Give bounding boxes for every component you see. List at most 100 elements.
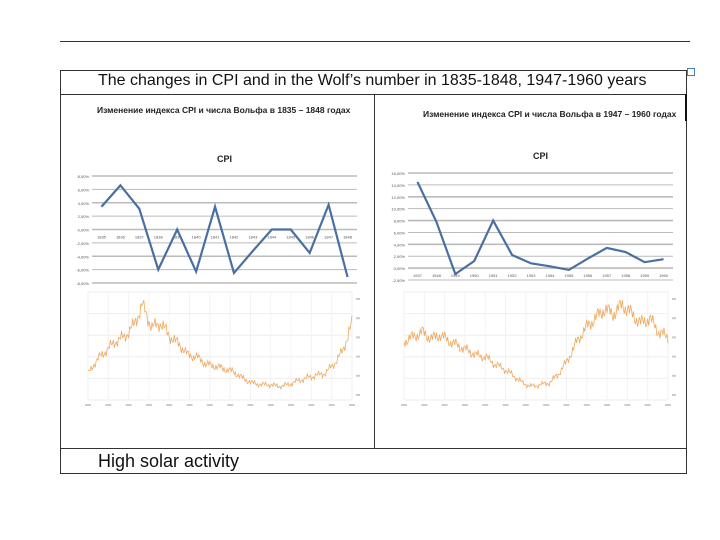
x-tick-label: 1947 bbox=[413, 273, 423, 278]
y-tick-label: 8,00% bbox=[394, 219, 406, 224]
header-title: The changes in CPI and in the Wolf’s num… bbox=[98, 72, 647, 89]
y-tick-label bbox=[356, 317, 360, 320]
y-tick-label: 4,00% bbox=[78, 201, 90, 206]
y-tick-label bbox=[356, 336, 360, 339]
x-tick-label: 1844 bbox=[267, 235, 277, 240]
x-tick-label bbox=[441, 404, 448, 406]
x-tick-label bbox=[247, 404, 254, 406]
y-tick-label: 10,00% bbox=[391, 207, 405, 212]
x-tick-label: 1847 bbox=[324, 235, 334, 240]
footer-text: High solar activity bbox=[98, 451, 240, 471]
y-tick-label bbox=[356, 394, 360, 396]
x-tick-label: 1954 bbox=[546, 273, 556, 278]
table-header-row: The changes in CPI and in the Wolf’s num… bbox=[61, 71, 686, 95]
x-tick-label: 1958 bbox=[621, 273, 631, 278]
x-tick-label bbox=[502, 404, 509, 406]
x-tick-label: 1845 bbox=[286, 235, 296, 240]
x-tick-label bbox=[85, 404, 91, 406]
x-tick-label: 1960 bbox=[659, 273, 669, 278]
x-tick-label bbox=[543, 404, 550, 406]
x-tick-label bbox=[563, 404, 570, 406]
top-rule bbox=[60, 41, 690, 42]
y-tick-label bbox=[356, 298, 360, 300]
x-tick-label: 1837 bbox=[135, 235, 145, 240]
slide-table: The changes in CPI and in the Wolf’s num… bbox=[60, 70, 687, 474]
x-tick-label bbox=[644, 404, 651, 406]
y-tick-label: -2,00% bbox=[392, 278, 405, 283]
x-tick-label bbox=[206, 404, 213, 406]
x-tick-label: 1846 bbox=[305, 235, 315, 240]
y-tick-label: 14,00% bbox=[391, 183, 405, 188]
x-tick-label bbox=[105, 404, 112, 406]
y-tick-label: 8,00% bbox=[78, 174, 90, 179]
cpi-series-line bbox=[100, 183, 349, 278]
y-tick-label: -2,00% bbox=[76, 241, 89, 246]
y-tick-label: -8,00% bbox=[76, 281, 89, 286]
x-tick-label: 1839 bbox=[173, 235, 183, 240]
y-tick-label bbox=[672, 298, 676, 300]
x-tick-label bbox=[328, 404, 335, 406]
x-tick-label: 1848 bbox=[343, 235, 353, 240]
x-tick-label bbox=[421, 404, 428, 406]
x-tick-label: 1950 bbox=[470, 273, 480, 278]
x-tick-label: 1957 bbox=[602, 273, 612, 278]
column-divider bbox=[374, 94, 375, 448]
x-tick-label bbox=[401, 404, 407, 406]
x-tick-label: 1838 bbox=[154, 235, 164, 240]
y-tick-label: 4,00% bbox=[394, 242, 406, 247]
chart-title: CPI bbox=[533, 151, 548, 161]
y-tick-label bbox=[672, 336, 676, 339]
y-tick-label bbox=[672, 355, 676, 358]
right-chart-subtitle: Изменение индекса CPI и числа Вольфа в 1… bbox=[423, 109, 677, 119]
y-tick-label: -6,00% bbox=[76, 268, 89, 273]
x-tick-label bbox=[308, 404, 315, 406]
chart-title: CPI bbox=[217, 154, 232, 164]
wolf-number-line bbox=[403, 299, 669, 390]
x-tick-label: 1953 bbox=[527, 273, 537, 278]
x-tick-label bbox=[349, 404, 355, 406]
x-tick-label bbox=[288, 404, 295, 406]
y-tick-label: 0,00% bbox=[394, 266, 406, 271]
y-tick-label: -4,00% bbox=[76, 254, 89, 259]
x-tick-label: 1843 bbox=[248, 235, 258, 240]
y-tick-label: 2,00% bbox=[394, 254, 406, 259]
x-tick-label: 1841 bbox=[211, 235, 221, 240]
slide-marker-icon bbox=[687, 68, 695, 76]
y-tick-label bbox=[672, 374, 676, 377]
x-tick-label: 1835 bbox=[97, 235, 107, 240]
x-tick-label bbox=[583, 404, 590, 406]
x-tick-label: 1952 bbox=[508, 273, 518, 278]
x-tick-label: 1955 bbox=[564, 273, 574, 278]
x-tick-label: 1842 bbox=[230, 235, 240, 240]
x-tick-label: 1836 bbox=[116, 235, 126, 240]
x-tick-label bbox=[482, 404, 489, 406]
y-tick-label bbox=[356, 374, 360, 377]
x-tick-label bbox=[624, 404, 631, 406]
x-tick-label bbox=[604, 404, 611, 406]
y-tick-label bbox=[672, 317, 676, 320]
cpi-series-line bbox=[416, 181, 664, 276]
x-tick-label: 1959 bbox=[640, 273, 650, 278]
x-tick-label: 1951 bbox=[489, 273, 499, 278]
x-tick-label bbox=[227, 404, 234, 406]
x-tick-label bbox=[665, 404, 671, 406]
y-tick-label: 12,00% bbox=[391, 195, 405, 200]
y-tick-label bbox=[356, 355, 360, 358]
table-charts-row: Изменение индекса CPI и числа Вольфа в 1… bbox=[61, 94, 687, 449]
x-tick-label: 1956 bbox=[583, 273, 593, 278]
x-tick-label bbox=[186, 404, 193, 406]
x-tick-label bbox=[522, 404, 529, 406]
y-tick-label: 16,00% bbox=[391, 171, 405, 176]
x-tick-label bbox=[166, 404, 173, 406]
x-tick-label bbox=[461, 404, 468, 406]
wolf-number-line bbox=[87, 299, 353, 391]
left-chart-subtitle: Изменение индекса CPI и числа Вольфа в 1… bbox=[97, 105, 351, 115]
y-tick-label bbox=[672, 394, 676, 396]
x-tick-label: 1949 bbox=[451, 273, 461, 278]
x-tick-label bbox=[125, 404, 132, 406]
y-tick-label: 0,00% bbox=[78, 228, 90, 233]
x-tick-label bbox=[145, 404, 152, 406]
x-tick-label: 1948 bbox=[432, 273, 442, 278]
y-tick-label: 6,00% bbox=[78, 187, 90, 192]
